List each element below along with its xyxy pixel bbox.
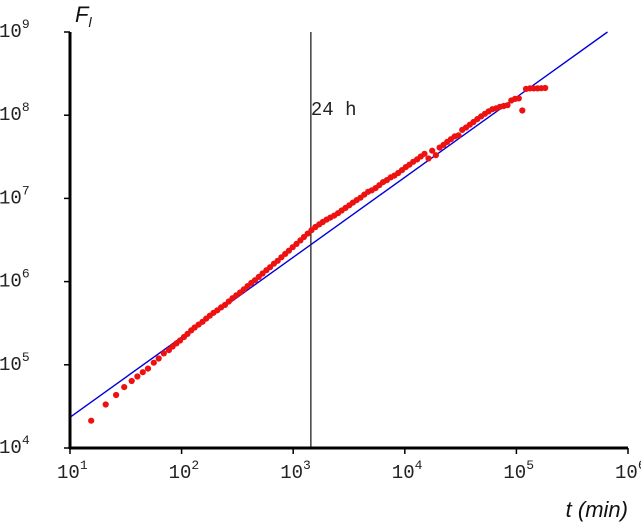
x-tick-label: 101 (57, 458, 88, 484)
data-point (504, 102, 511, 109)
y-tick-label: 105 (0, 350, 30, 376)
data-point (432, 152, 439, 159)
data-point (113, 391, 120, 399)
data-point (425, 155, 432, 162)
y-axis-title: Fl (75, 2, 92, 30)
data-point (515, 95, 522, 102)
data-point (429, 147, 436, 154)
data-point (134, 373, 141, 380)
vertical-marker-label: 24 h (311, 99, 357, 121)
x-tick-label: 102 (169, 458, 200, 484)
data-point (102, 401, 109, 408)
data-point (150, 359, 157, 366)
data-point (121, 384, 128, 391)
x-tick-label: 104 (392, 458, 423, 484)
y-tick-label: 104 (0, 433, 30, 459)
data-point (139, 369, 146, 376)
data-point (88, 417, 95, 424)
data-point (144, 365, 152, 372)
y-tick-label: 107 (0, 183, 30, 209)
data-point (160, 350, 167, 357)
y-tick-label: 106 (0, 267, 30, 293)
data-point (421, 150, 428, 157)
data-point (128, 377, 135, 385)
y-tick-label: 109 (0, 17, 30, 43)
data-point (455, 132, 462, 139)
data-point (542, 84, 549, 92)
data-point (519, 107, 526, 114)
y-tick-label: 108 (0, 100, 30, 126)
x-tick-label: 103 (280, 458, 311, 484)
x-tick-label: 105 (503, 458, 534, 484)
x-axis-title: t (min) (566, 497, 628, 522)
x-tick-label: 106 (615, 458, 641, 484)
data-point (155, 355, 162, 362)
